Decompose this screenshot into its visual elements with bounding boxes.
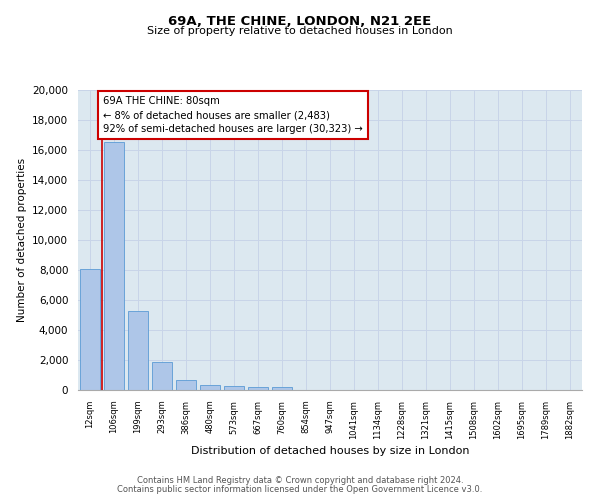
Bar	[128, 310, 148, 390]
Bar	[80, 268, 100, 390]
Text: 69A, THE CHINE, LONDON, N21 2EE: 69A, THE CHINE, LONDON, N21 2EE	[169, 15, 431, 28]
Bar	[104, 142, 124, 390]
X-axis label: Distribution of detached houses by size in London: Distribution of detached houses by size …	[191, 446, 469, 456]
Bar	[272, 388, 292, 390]
Bar	[176, 380, 196, 390]
Text: Contains public sector information licensed under the Open Government Licence v3: Contains public sector information licen…	[118, 485, 482, 494]
Bar	[248, 387, 268, 390]
Bar	[224, 386, 244, 390]
Y-axis label: Number of detached properties: Number of detached properties	[17, 158, 26, 322]
Text: Contains HM Land Registry data © Crown copyright and database right 2024.: Contains HM Land Registry data © Crown c…	[137, 476, 463, 485]
Text: Size of property relative to detached houses in London: Size of property relative to detached ho…	[147, 26, 453, 36]
Text: 69A THE CHINE: 80sqm
← 8% of detached houses are smaller (2,483)
92% of semi-det: 69A THE CHINE: 80sqm ← 8% of detached ho…	[103, 96, 363, 134]
Bar	[200, 385, 220, 390]
Bar	[152, 362, 172, 390]
